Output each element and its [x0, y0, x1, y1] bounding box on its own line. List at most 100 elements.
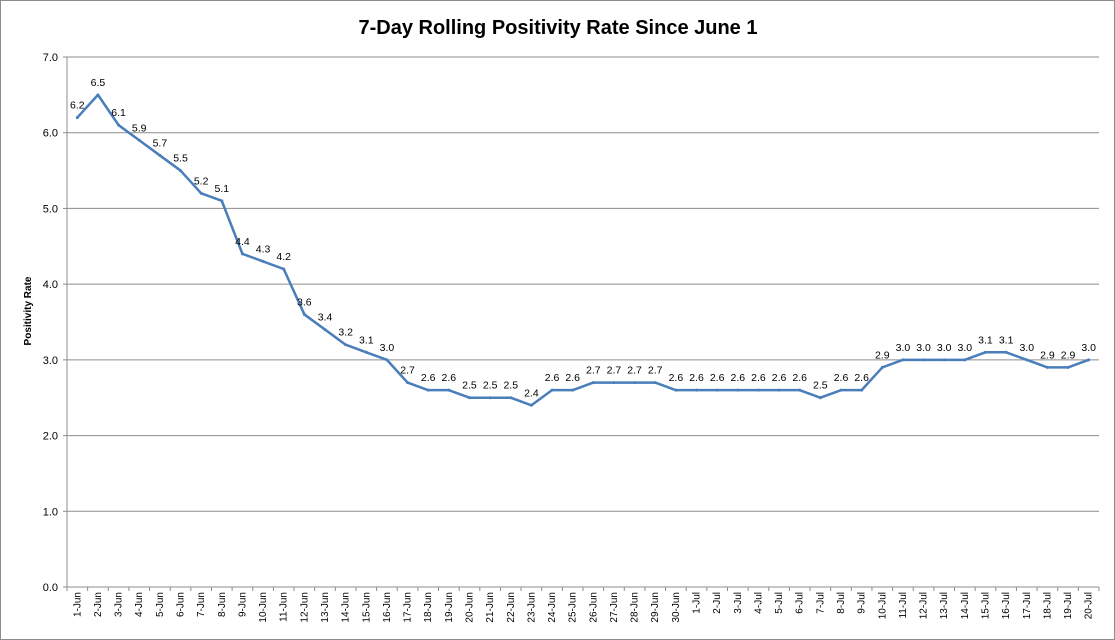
data-point [282, 267, 286, 271]
data-point [612, 381, 616, 385]
x-tick-label: 19-Jul [1063, 592, 1074, 619]
data-label: 2.4 [524, 387, 539, 399]
data-point [880, 365, 884, 369]
data-point [179, 169, 183, 173]
x-tick-label: 7-Jun [196, 592, 207, 617]
data-label: 5.7 [153, 137, 168, 149]
data-label: 2.9 [1061, 349, 1076, 361]
data-label: 2.7 [648, 365, 663, 377]
x-tick-label: 4-Jun [134, 592, 145, 617]
data-point [695, 388, 699, 392]
data-point [509, 396, 513, 400]
y-tick-label: 1.0 [43, 506, 58, 518]
x-tick-label: 16-Jul [1001, 592, 1012, 619]
x-tick-label: 10-Jun [258, 592, 269, 623]
y-tick-label: 6.0 [43, 128, 58, 140]
data-label: 2.7 [400, 365, 415, 377]
data-label: 4.3 [256, 243, 271, 255]
data-point [344, 343, 348, 347]
data-label: 3.6 [297, 296, 312, 308]
data-point [1045, 365, 1049, 369]
x-tick-label: 17-Jun [403, 592, 414, 623]
data-point [96, 93, 100, 97]
x-tick-label: 14-Jul [960, 592, 971, 619]
data-point [75, 116, 79, 120]
series-layer [75, 93, 1091, 407]
x-tick-label: 29-Jun [650, 592, 661, 623]
data-point [591, 381, 595, 385]
data-label: 2.6 [442, 372, 457, 384]
data-label: 2.7 [607, 365, 622, 377]
data-point [633, 381, 637, 385]
x-tick-label: 18-Jul [1042, 592, 1053, 619]
data-point [550, 388, 554, 392]
x-tick-labels: 1-Jun 2-Jun 3-Jun 4-Jun 5-Jun 6-Jun 7-Jun 8-Jun… [72, 592, 1094, 623]
data-point [736, 388, 740, 392]
x-tick-label: 2-Jun [93, 592, 104, 617]
y-tick-labels: 0.0 1.0 2.0 3.0 4.0 5.0 6.0 7.0 [43, 52, 58, 594]
data-label: 2.6 [545, 372, 560, 384]
x-tick-label: 10-Jul [877, 592, 888, 619]
data-point [158, 153, 162, 157]
x-tick-label: 16-Jun [382, 592, 393, 623]
x-tick-label: 15-Jul [980, 592, 991, 619]
data-label: 3.2 [338, 327, 353, 339]
data-point [715, 388, 719, 392]
data-label: 2.5 [483, 380, 498, 392]
data-label: 3.0 [380, 342, 395, 354]
x-tick-label: 6-Jun [176, 592, 187, 617]
data-point [777, 388, 781, 392]
data-label: 2.6 [669, 372, 684, 384]
x-tick-label: 12-Jul [919, 592, 930, 619]
data-point [571, 388, 575, 392]
data-point [406, 381, 410, 385]
data-point [323, 328, 327, 332]
x-tick-label: 28-Jun [630, 592, 641, 623]
x-tick-label: 18-Jun [423, 592, 434, 623]
data-label: 2.7 [627, 365, 642, 377]
data-label: 2.6 [730, 372, 745, 384]
y-tick-label: 3.0 [43, 355, 58, 367]
x-tick-label: 13-Jul [939, 592, 950, 619]
data-label: 2.5 [503, 380, 518, 392]
x-tick-label: 1-Jul [692, 592, 703, 614]
data-point [1066, 365, 1070, 369]
data-point [1025, 358, 1029, 362]
data-label: 2.5 [813, 380, 828, 392]
x-tick-label: 9-Jul [857, 592, 868, 614]
data-point [653, 381, 657, 385]
data-label: 3.0 [896, 342, 911, 354]
x-tick-label: 4-Jul [753, 592, 764, 614]
data-point [117, 123, 121, 127]
data-label: 2.6 [854, 372, 869, 384]
data-label: 2.6 [772, 372, 787, 384]
data-label: 2.9 [1040, 349, 1055, 361]
x-tick-label: 23-Jun [526, 592, 537, 623]
x-tick-label: 3-Jun [114, 592, 125, 617]
y-axis-label: Positivity Rate [23, 276, 34, 345]
y-tick-label: 2.0 [43, 431, 58, 443]
data-point [240, 252, 244, 256]
series-line [76, 93, 1090, 407]
data-point [302, 312, 306, 316]
x-tick-label: 12-Jun [299, 592, 310, 623]
data-point [426, 388, 430, 392]
data-point [364, 350, 368, 354]
data-label: 3.0 [958, 342, 973, 354]
x-tick-label: 14-Jun [341, 592, 352, 623]
x-tick-label: 19-Jun [444, 592, 455, 623]
data-point [860, 388, 864, 392]
x-tick-label: 2-Jul [712, 592, 723, 614]
y-tick-label: 5.0 [43, 203, 58, 215]
data-label: 2.7 [586, 365, 601, 377]
data-label: 2.6 [710, 372, 725, 384]
data-point [674, 388, 678, 392]
x-tick-label: 8-Jun [217, 592, 228, 617]
x-tick-label: 13-Jun [320, 592, 331, 623]
data-point [922, 358, 926, 362]
data-label: 3.0 [1019, 342, 1034, 354]
x-tick-label: 17-Jul [1022, 592, 1033, 619]
x-tick-label: 24-Jun [547, 592, 558, 623]
data-label: 2.6 [792, 372, 807, 384]
